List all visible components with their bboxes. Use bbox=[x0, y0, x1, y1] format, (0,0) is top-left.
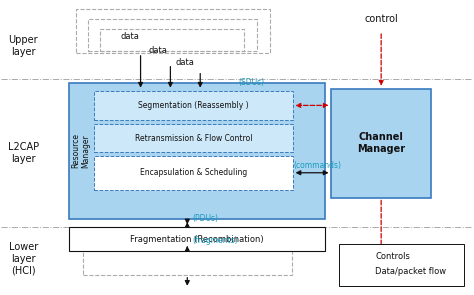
Text: data: data bbox=[121, 32, 139, 40]
Bar bbox=[69, 83, 326, 219]
Bar bbox=[94, 124, 292, 152]
Bar bbox=[83, 243, 292, 275]
Text: Segmentation (Reassembly ): Segmentation (Reassembly ) bbox=[138, 101, 248, 110]
Text: control: control bbox=[365, 14, 398, 24]
Text: (PDUs): (PDUs) bbox=[192, 214, 218, 223]
Bar bbox=[100, 29, 244, 51]
Text: Channel
Manager: Channel Manager bbox=[357, 132, 405, 154]
Text: data: data bbox=[175, 58, 194, 67]
Text: Upper
layer: Upper layer bbox=[9, 35, 38, 57]
Text: Fragmentation (Recombination): Fragmentation (Recombination) bbox=[130, 235, 264, 244]
Text: data: data bbox=[148, 46, 167, 55]
Text: (SDUs): (SDUs) bbox=[238, 78, 264, 87]
Bar bbox=[331, 88, 431, 198]
Text: Lower
layer
(HCI): Lower layer (HCI) bbox=[9, 242, 38, 276]
Text: Resource
Manager: Resource Manager bbox=[71, 133, 91, 168]
Text: Data/packet flow: Data/packet flow bbox=[375, 267, 447, 276]
Text: Encapsulation & Scheduling: Encapsulation & Scheduling bbox=[140, 168, 247, 177]
Text: Retransmission & Flow Control: Retransmission & Flow Control bbox=[135, 134, 252, 142]
Text: Controls: Controls bbox=[375, 253, 410, 261]
Text: (commands): (commands) bbox=[294, 161, 342, 170]
Bar bbox=[88, 19, 257, 51]
Bar bbox=[339, 244, 464, 286]
Bar bbox=[76, 9, 270, 53]
Text: L2CAP
layer: L2CAP layer bbox=[8, 142, 39, 164]
Text: (fragments): (fragments) bbox=[192, 236, 238, 245]
Bar bbox=[94, 91, 292, 120]
Bar bbox=[94, 156, 292, 190]
Bar bbox=[69, 227, 326, 251]
